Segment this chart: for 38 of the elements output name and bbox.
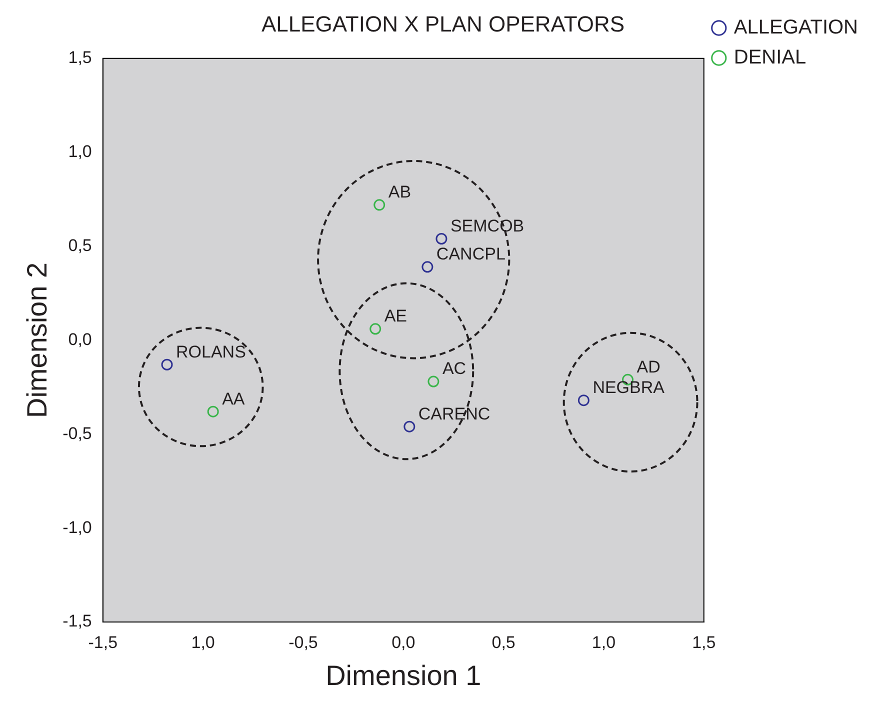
y-tick-label: -0,5	[62, 424, 92, 443]
y-tick-label: 1,0	[68, 142, 92, 162]
y-axis-title: Dimension 2	[22, 262, 53, 418]
y-tick-label: 1,5	[68, 48, 92, 68]
legend-label: DENIAL	[734, 46, 806, 69]
x-axis-title: Dimension 1	[326, 660, 482, 691]
x-tick-label: 1,0	[191, 632, 215, 652]
annotation: CANCPL	[436, 244, 506, 264]
point	[374, 199, 386, 211]
x-tick-label: 0,0	[392, 632, 416, 652]
point	[161, 358, 173, 370]
point	[370, 323, 382, 335]
point	[578, 394, 590, 406]
point	[207, 406, 219, 418]
annotation: AA	[222, 389, 246, 408]
y-tick-label: -1,0	[62, 518, 92, 537]
annotation: AC	[442, 359, 466, 378]
point	[428, 376, 440, 388]
y-tick-label: 0,5	[68, 236, 92, 255]
x-tick-label: -0,5	[288, 632, 318, 652]
x-tick-label: 0,5	[492, 632, 516, 652]
y-tick-label: -1,5	[62, 612, 92, 631]
y-tick-label: 0,0	[68, 330, 92, 349]
point	[436, 233, 448, 244]
x-tick-label: -1,5	[88, 632, 118, 652]
legend-label: ALLEGATION	[734, 16, 858, 39]
annotation: ROLANS	[176, 342, 246, 362]
annotation: AD	[636, 357, 660, 376]
point	[404, 420, 416, 432]
annotation: NEGBRA	[592, 378, 666, 398]
annotation: AE	[384, 306, 408, 326]
x-tick-label: 1,0	[592, 632, 616, 652]
x-tick-label: 1,5	[692, 632, 716, 652]
point	[422, 261, 434, 273]
annotation: CARENC	[418, 404, 490, 424]
annotation: AB	[388, 182, 412, 202]
annotation: SEMCOB	[450, 216, 524, 236]
chart-title: ALLEGATION X PLAN OPERATORS	[261, 11, 625, 36]
